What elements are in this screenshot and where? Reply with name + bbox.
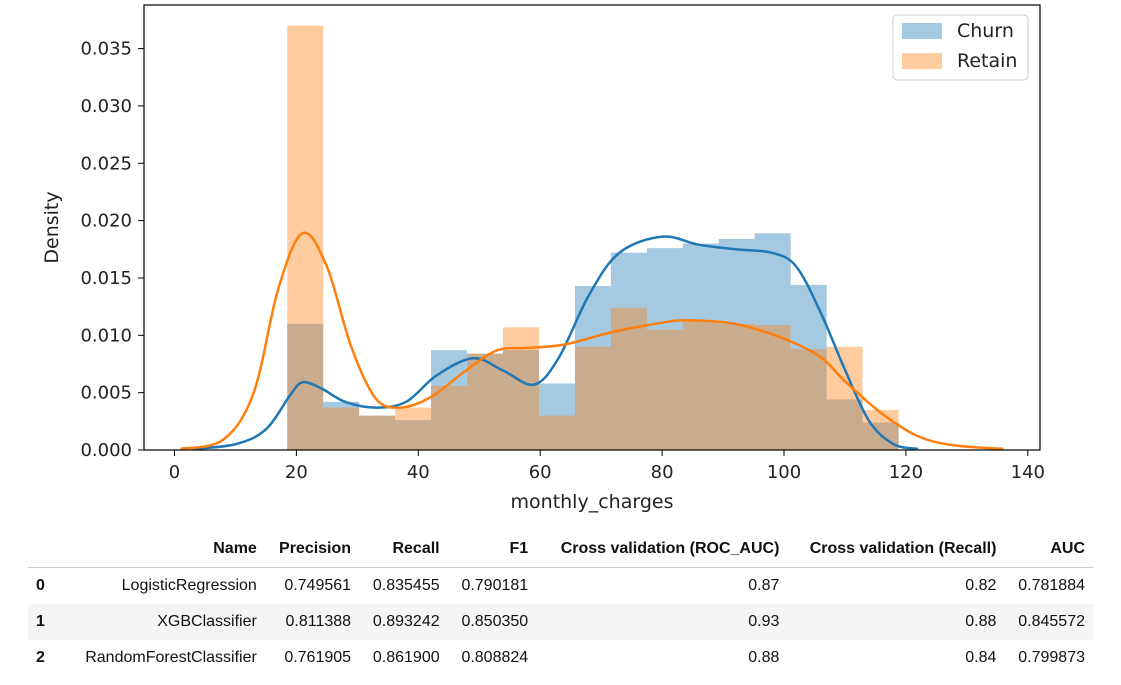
y-tick-label: 0.025 bbox=[80, 153, 132, 174]
table-cell: 0.761905 bbox=[284, 649, 352, 666]
bar-retain-4 bbox=[431, 385, 468, 450]
bar-retain-3 bbox=[395, 407, 432, 450]
x-tick-label: 60 bbox=[529, 462, 552, 483]
bar-churn-12 bbox=[718, 238, 755, 450]
table-cell: 0.845572 bbox=[1018, 613, 1085, 630]
legend-box bbox=[892, 14, 1029, 81]
table-body: 0 LogisticRegression 0.749561 0.835455 0.790… bbox=[28, 568, 1093, 677]
column-header: Recall bbox=[392, 540, 440, 557]
x-tick-label: 0 bbox=[169, 462, 180, 483]
table-header-row: Name Precision Recall F1 Cross validation (R… bbox=[28, 531, 1093, 568]
column-header: Cross validation (Recall) bbox=[809, 540, 997, 557]
bar-churn-3 bbox=[395, 420, 432, 450]
bar-churn-2 bbox=[359, 415, 396, 450]
table-cell: 0.749561 bbox=[284, 577, 352, 594]
legend-label-retain: Retain bbox=[957, 50, 1017, 72]
table-cell: 0.82 bbox=[965, 577, 997, 594]
x-tick-label: 140 bbox=[1011, 462, 1045, 483]
row-index: 0 bbox=[36, 577, 45, 594]
bar-retain-14 bbox=[790, 349, 827, 450]
column-header bbox=[28, 531, 64, 568]
table-cell: RandomForestClassifier bbox=[85, 649, 257, 666]
bar-retain-13 bbox=[754, 324, 791, 450]
row-index: 1 bbox=[36, 613, 45, 630]
legend-swatch-retain bbox=[902, 53, 942, 69]
table-cell: 0.799873 bbox=[1018, 649, 1085, 666]
x-axis-title: monthly_charges bbox=[511, 491, 674, 513]
bar-churn-1 bbox=[323, 401, 360, 450]
bar-churn-6 bbox=[503, 350, 539, 450]
table-cell: 0.861900 bbox=[372, 649, 440, 666]
legend-swatch-churn bbox=[902, 23, 942, 39]
column-header: Precision bbox=[279, 540, 352, 557]
table-cell: 0.790181 bbox=[461, 577, 529, 594]
bar-retain-6 bbox=[503, 327, 539, 450]
bar-retain-5 bbox=[467, 353, 504, 450]
table-row: 1 XGBClassifier 0.811388 0.893242 0.850350 0.… bbox=[28, 604, 1093, 640]
bar-churn-9 bbox=[610, 252, 647, 450]
kde-line-retain bbox=[180, 231, 1004, 451]
bar-retain-0 bbox=[287, 25, 324, 451]
table-cell: 0.93 bbox=[748, 613, 780, 630]
column-header: Name bbox=[213, 540, 257, 557]
bar-retain-2 bbox=[359, 415, 396, 450]
row-index: 2 bbox=[36, 649, 45, 666]
y-tick-label: 0.000 bbox=[80, 440, 132, 461]
y-tick-label: 0.020 bbox=[80, 211, 132, 232]
table-cell: 0.88 bbox=[965, 613, 997, 630]
table-cell: 0.781884 bbox=[1018, 577, 1085, 594]
x-tick-label: 120 bbox=[889, 462, 923, 483]
y-tick-label: 0.005 bbox=[80, 383, 132, 404]
table-cell: 0.87 bbox=[748, 577, 780, 594]
legend-label-churn: Churn bbox=[957, 20, 1014, 42]
bar-churn-15 bbox=[826, 399, 863, 450]
results-table: Name Precision Recall F1 Cross validation (R… bbox=[28, 531, 1093, 676]
histogram-bars bbox=[287, 25, 899, 451]
bar-churn-7 bbox=[538, 383, 575, 450]
bar-retain-10 bbox=[646, 329, 683, 450]
table-header: Name Precision Recall F1 Cross validation (R… bbox=[28, 531, 1093, 568]
table-cell: 0.835455 bbox=[372, 577, 440, 594]
y-tick-label: 0.030 bbox=[80, 96, 132, 117]
table-cell: 0.88 bbox=[748, 649, 780, 666]
table-cell: 0.811388 bbox=[285, 613, 352, 630]
bar-churn-5 bbox=[467, 353, 504, 450]
kde-line-churn bbox=[192, 235, 919, 451]
x-axis: 0 20 40 60 80 100 120 140 bbox=[169, 450, 1045, 483]
column-header: AUC bbox=[1050, 540, 1085, 557]
bar-churn-11 bbox=[682, 243, 719, 450]
table-cell: 0.808824 bbox=[461, 649, 529, 666]
table-cell: 0.84 bbox=[965, 649, 997, 666]
density-chart: 0 20 40 60 80 100 120 140 0.0000.0050.0100.0150… bbox=[41, 4, 1045, 513]
plot-area-frame bbox=[143, 4, 1041, 451]
bar-churn-13 bbox=[754, 233, 791, 450]
x-tick-label: 40 bbox=[407, 462, 430, 483]
legend: Churn Retain bbox=[892, 14, 1029, 81]
bar-retain-11 bbox=[682, 321, 719, 450]
y-tick-label: 0.010 bbox=[80, 325, 132, 346]
table-cell: 0.893242 bbox=[372, 613, 440, 630]
bar-retain-12 bbox=[718, 323, 755, 450]
table-row: 2 RandomForestClassifier 0.761905 0.861900 0… bbox=[28, 640, 1093, 676]
x-tick-label: 80 bbox=[651, 462, 674, 483]
bar-retain-7 bbox=[538, 415, 575, 450]
y-tick-label: 0.015 bbox=[80, 268, 132, 289]
kde-curves bbox=[180, 231, 1004, 451]
table-row: 0 LogisticRegression 0.749561 0.835455 0.790… bbox=[28, 568, 1093, 605]
column-header: F1 bbox=[509, 540, 529, 557]
table-cell: LogisticRegression bbox=[121, 577, 257, 594]
bar-retain-8 bbox=[574, 346, 611, 450]
x-tick-label: 20 bbox=[285, 462, 308, 483]
bar-retain-1 bbox=[323, 407, 360, 450]
bar-churn-10 bbox=[646, 248, 683, 450]
y-axis-title: Density bbox=[41, 191, 63, 263]
y-tick-label: 0.035 bbox=[80, 39, 132, 60]
column-header: Cross validation (ROC_AUC) bbox=[560, 540, 780, 557]
x-tick-label: 100 bbox=[767, 462, 801, 483]
table-cell: XGBClassifier bbox=[157, 613, 257, 630]
y-axis: 0.000 0.005 0.010 0.015 0.020 0.025 0.030 0.035 bbox=[80, 39, 144, 461]
table-cell: 0.850350 bbox=[461, 613, 529, 630]
